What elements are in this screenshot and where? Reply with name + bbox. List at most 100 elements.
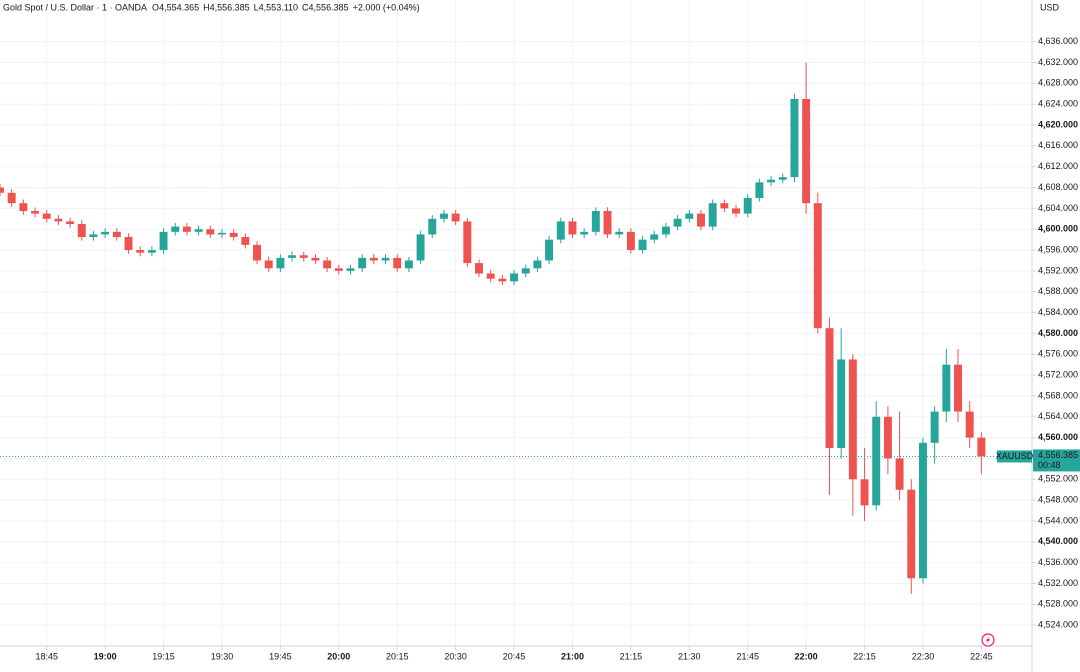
candle-body	[755, 182, 764, 198]
candle-body	[568, 221, 577, 235]
legend: Gold Spot / U.S. Dollar · 1 · OANDA O 4,5…	[3, 2, 420, 12]
x-tick-label: 19:15	[152, 651, 175, 661]
candle-body	[498, 278, 507, 282]
candle-body	[299, 255, 308, 258]
candle-body	[907, 489, 916, 579]
candle-body	[475, 263, 483, 274]
x-tick-label: 21:30	[678, 651, 701, 661]
y-tick-label: 4,548.000	[1038, 495, 1078, 505]
candle-body	[369, 257, 378, 261]
candle-body	[545, 239, 554, 261]
candle-body	[31, 210, 40, 214]
candle-body	[837, 359, 846, 449]
candle-body	[194, 229, 203, 232]
y-tick-label: 4,588.000	[1038, 286, 1078, 296]
y-tick-label: 4,536.000	[1038, 557, 1078, 567]
candle-body	[813, 203, 822, 329]
candle-body	[0, 187, 4, 193]
price-tag	[1033, 449, 1080, 472]
candle-body	[930, 411, 939, 443]
y-tick-label: 4,600.000	[1038, 224, 1078, 234]
candle-body	[439, 213, 448, 219]
x-tick-label: 19:45	[269, 651, 292, 661]
symbol-tag	[997, 450, 1032, 463]
candle-body	[159, 231, 168, 251]
candle-body	[463, 221, 472, 264]
price-tag-label: 4,556.385	[1038, 450, 1078, 460]
legend-change: +2.000 (+0.04%)	[353, 2, 420, 12]
candle-body	[942, 364, 951, 412]
candle-body	[918, 442, 927, 579]
candle-body	[288, 255, 297, 258]
x-tick-label: 22:30	[912, 651, 935, 661]
candle-body	[311, 257, 320, 261]
y-tick-label: 4,612.000	[1038, 161, 1078, 171]
legend-label: O	[152, 2, 159, 12]
x-tick-label: 21:00	[561, 651, 584, 661]
candle-body	[42, 213, 51, 219]
candle-body	[393, 257, 402, 269]
candle-body	[124, 237, 133, 251]
y-tick-label: 4,544.000	[1038, 515, 1078, 525]
candle-body	[486, 273, 495, 279]
y-tick-label: 4,552.000	[1038, 474, 1078, 484]
candle-body	[323, 260, 332, 269]
candle-body	[743, 197, 752, 214]
y-tick-label: 4,636.000	[1038, 36, 1078, 46]
y-tick-label: 4,596.000	[1038, 244, 1078, 254]
symbol-tag-label: XAUUSD	[996, 451, 1034, 461]
x-tick-label: 20:15	[386, 651, 409, 661]
legend-label: H	[203, 2, 210, 12]
candle-body	[615, 231, 624, 235]
x-tick-label: 21:15	[620, 651, 643, 661]
symbol: Gold Spot / U.S. Dollar · 1 · OANDA	[3, 2, 147, 12]
candle-body	[358, 257, 367, 269]
legend-value: 4,553.110	[259, 2, 298, 12]
y-tick-label: 4,580.000	[1038, 328, 1078, 338]
candle-body	[346, 268, 355, 271]
x-tick-label: 21:45	[736, 651, 759, 661]
candle-body	[708, 203, 717, 227]
candle-body	[732, 208, 741, 214]
candle-body	[685, 213, 694, 219]
candle-body	[147, 250, 156, 253]
candle-body	[77, 224, 86, 238]
candle-body	[7, 192, 16, 204]
candle-body	[825, 328, 834, 449]
candle-body	[977, 437, 986, 457]
candle-body	[428, 218, 437, 235]
candle-body	[241, 237, 250, 245]
candle-body	[54, 218, 63, 222]
candle-body	[206, 229, 215, 235]
candle-body	[381, 257, 390, 261]
candle-body	[697, 213, 705, 227]
y-tick-label: 4,532.000	[1038, 578, 1078, 588]
lightning-icon[interactable]	[981, 633, 995, 647]
legend-value: 4,556.385	[309, 2, 349, 12]
x-tick-label: 22:15	[853, 651, 876, 661]
candle-body	[89, 234, 98, 238]
candle-body	[264, 260, 273, 269]
candle-body	[556, 221, 565, 240]
candle-body	[19, 203, 28, 211]
candle-body	[171, 226, 180, 232]
candle-body	[895, 458, 904, 490]
legend-label: C	[302, 2, 309, 12]
candle-body	[603, 210, 612, 235]
y-tick-label: 4,524.000	[1038, 620, 1078, 630]
y-tick-label: 4,604.000	[1038, 203, 1078, 213]
legend-value: 4,556.385	[210, 2, 250, 12]
y-tick-label: 4,592.000	[1038, 265, 1078, 275]
candle-body	[404, 260, 413, 269]
candle-body	[965, 411, 974, 438]
candles	[0, 62, 1032, 594]
candle-body	[276, 257, 285, 269]
y-tick-label: 4,540.000	[1038, 536, 1078, 546]
currency: USD	[1040, 2, 1060, 12]
y-tick-label: 4,528.000	[1038, 599, 1078, 609]
candle-body	[66, 221, 75, 225]
grid	[0, 0, 1032, 646]
candle-body	[591, 210, 600, 232]
candle-body	[218, 232, 226, 235]
